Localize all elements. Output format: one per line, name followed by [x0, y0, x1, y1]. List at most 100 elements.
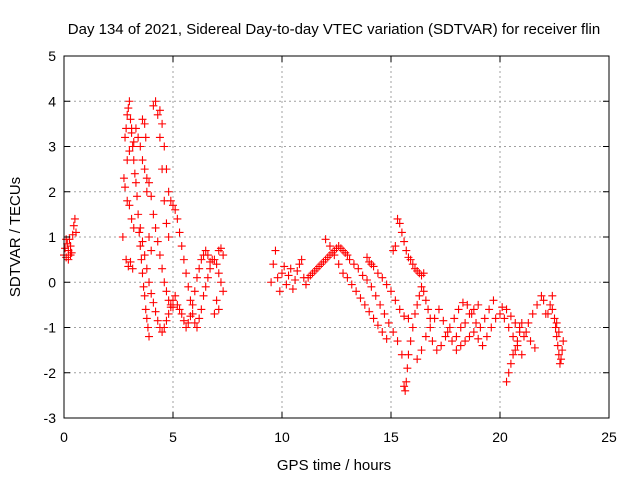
y-tick-label: 2	[48, 184, 56, 200]
x-tick-label: 15	[383, 429, 399, 445]
data-point	[557, 355, 566, 364]
data-point	[136, 223, 145, 232]
data-point	[271, 246, 280, 255]
data-point	[145, 178, 154, 187]
data-point	[162, 316, 171, 325]
data-point	[395, 219, 404, 228]
data-point	[509, 350, 518, 359]
y-tick-label: 0	[48, 274, 56, 290]
data-point	[450, 314, 459, 323]
data-point	[533, 300, 542, 309]
x-tick-label: 25	[601, 429, 617, 445]
data-point	[182, 323, 191, 332]
data-point	[354, 264, 363, 273]
data-point	[522, 328, 531, 337]
data-point	[121, 133, 130, 142]
data-point	[70, 214, 79, 223]
data-point	[391, 242, 400, 251]
data-point	[138, 115, 147, 124]
data-point	[171, 291, 180, 300]
data-point	[347, 280, 356, 289]
y-tick-label: -3	[44, 410, 57, 426]
y-tick-label: -2	[44, 365, 57, 381]
data-point	[201, 246, 210, 255]
data-point	[64, 255, 73, 264]
data-point	[118, 233, 127, 241]
data-point	[149, 210, 158, 219]
data-point	[164, 233, 173, 241]
data-point	[143, 323, 152, 332]
data-point	[363, 253, 372, 262]
data-point	[430, 314, 439, 323]
data-point	[474, 300, 483, 309]
data-point	[142, 187, 151, 196]
data-point	[219, 251, 228, 260]
data-point	[482, 332, 491, 341]
data-point	[153, 316, 162, 325]
data-point	[543, 309, 552, 318]
data-point	[125, 147, 134, 156]
data-point	[369, 314, 378, 323]
data-point	[147, 289, 156, 298]
data-point	[487, 323, 496, 332]
data-point	[166, 196, 175, 205]
data-point	[393, 337, 402, 346]
data-point	[559, 337, 568, 346]
data-point	[403, 364, 412, 373]
data-point	[382, 334, 391, 343]
data-point	[345, 255, 354, 264]
data-point	[408, 260, 417, 269]
data-point	[286, 264, 295, 273]
data-point	[443, 328, 452, 337]
data-point	[186, 312, 195, 321]
data-point	[210, 309, 219, 318]
data-point	[424, 305, 433, 314]
data-point	[145, 278, 154, 287]
data-point	[66, 242, 75, 251]
data-point	[358, 271, 367, 280]
data-point	[378, 328, 387, 337]
data-point	[295, 260, 304, 269]
data-point	[140, 119, 149, 128]
data-point	[500, 314, 509, 323]
data-point	[273, 273, 282, 282]
y-tick-label: 1	[48, 229, 56, 245]
data-point	[192, 323, 201, 332]
data-point	[141, 133, 150, 142]
data-point	[135, 228, 144, 237]
data-point	[421, 332, 430, 341]
data-point	[458, 298, 467, 307]
y-axis-label: SDTVAR / TECUs	[7, 177, 24, 297]
data-point	[506, 359, 515, 368]
data-point	[417, 346, 426, 355]
data-point	[511, 346, 520, 355]
data-point	[282, 280, 291, 289]
data-point	[404, 314, 413, 323]
data-point	[352, 287, 361, 296]
data-point	[441, 332, 450, 341]
data-point	[123, 156, 132, 165]
data-point	[395, 305, 404, 314]
data-point	[537, 291, 546, 300]
data-point	[214, 269, 223, 278]
data-point	[402, 246, 411, 255]
data-point	[439, 316, 448, 325]
data-point	[203, 251, 212, 260]
data-point	[179, 316, 188, 325]
y-tick-label: 4	[48, 93, 56, 109]
data-point	[142, 174, 151, 183]
data-point	[201, 282, 210, 291]
data-point	[177, 242, 186, 251]
data-point	[137, 255, 146, 264]
data-point	[212, 296, 221, 305]
x-tick-label: 20	[492, 429, 508, 445]
data-point	[158, 328, 167, 337]
data-point	[400, 312, 409, 321]
data-point	[133, 192, 142, 201]
data-point	[195, 314, 204, 323]
data-point	[469, 305, 478, 314]
data-point	[401, 386, 410, 395]
data-point	[158, 119, 167, 128]
data-point	[550, 314, 559, 323]
data-point	[419, 269, 428, 278]
